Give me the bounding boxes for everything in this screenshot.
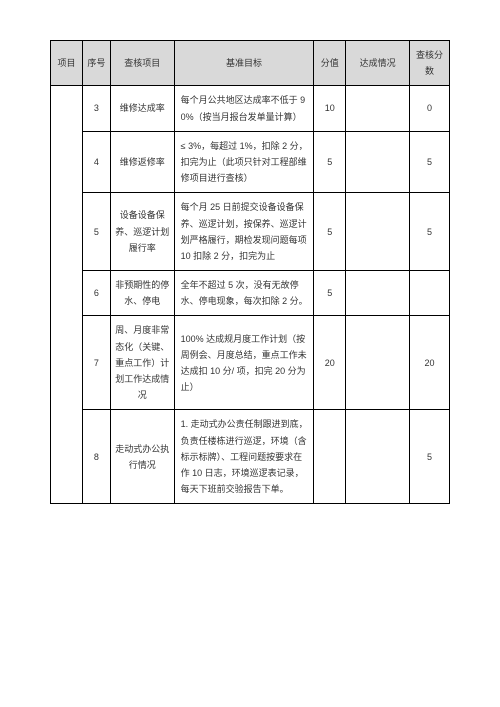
- cell-item: 设备设备保养、巡逻计划履行率: [110, 193, 174, 271]
- cell-num: 4: [82, 131, 110, 193]
- cell-score: [314, 410, 346, 504]
- header-status: 达成情况: [346, 41, 410, 86]
- cell-target: ≤ 3%，每超过 1%，扣除 2 分，扣完为止（此项只针对工程部维修项目进行查核…: [174, 131, 314, 193]
- cell-item: 维修达成率: [110, 86, 174, 131]
- cell-score: 10: [314, 86, 346, 131]
- cell-item: 非预期性的停水、停电: [110, 271, 174, 316]
- cell-num: 7: [82, 316, 110, 410]
- cell-num: 3: [82, 86, 110, 131]
- cell-target: 1. 走动式办公责任制跟进到底，负责任楼栋进行巡逻，环境（含标示标牌）、工程问题…: [174, 410, 314, 504]
- cell-item: 走动式办公执行情况: [110, 410, 174, 504]
- assessment-table: 项目 序号 查核项目 基准目标 分值 达成情况 查核分数 3 维修达成率 每个月…: [50, 40, 450, 504]
- table-header-row: 项目 序号 查核项目 基准目标 分值 达成情况 查核分数: [51, 41, 450, 86]
- cell-status: [346, 271, 410, 316]
- header-score: 分值: [314, 41, 346, 86]
- cell-score: 5: [314, 271, 346, 316]
- cell-check: 20: [410, 316, 450, 410]
- cell-status: [346, 86, 410, 131]
- header-num: 序号: [82, 41, 110, 86]
- cell-check: 5: [410, 131, 450, 193]
- cell-status: [346, 193, 410, 271]
- table-row: 7 周、月度非常态化（关键、重点工作）计划工作达成情况 100% 达成规月度工作…: [51, 316, 450, 410]
- cell-target: 每个月 25 日前提交设备设备保养、巡逻计划，按保养、巡逻计划严格履行，期检发现…: [174, 193, 314, 271]
- cell-status: [346, 316, 410, 410]
- cell-num: 8: [82, 410, 110, 504]
- table-row: 5 设备设备保养、巡逻计划履行率 每个月 25 日前提交设备设备保养、巡逻计划，…: [51, 193, 450, 271]
- header-check: 查核分数: [410, 41, 450, 86]
- project-cell: [51, 86, 83, 504]
- cell-status: [346, 410, 410, 504]
- cell-target: 100% 达成规月度工作计划（按周例会、月度总结，重点工作未达成扣 10 分/ …: [174, 316, 314, 410]
- header-target: 基准目标: [174, 41, 314, 86]
- table-row: 6 非预期性的停水、停电 全年不超过 5 次，没有无故停水、停电现象，每次扣除 …: [51, 271, 450, 316]
- cell-item: 维修返修率: [110, 131, 174, 193]
- table-row: 3 维修达成率 每个月公共地区达成率不低于 9 0%（按当月报台发单量计算） 1…: [51, 86, 450, 131]
- header-item: 查核项目: [110, 41, 174, 86]
- cell-check: 0: [410, 86, 450, 131]
- cell-check: [410, 271, 450, 316]
- header-project: 项目: [51, 41, 83, 86]
- table-row: 8 走动式办公执行情况 1. 走动式办公责任制跟进到底，负责任楼栋进行巡逻，环境…: [51, 410, 450, 504]
- cell-target: 全年不超过 5 次，没有无故停水、停电现象，每次扣除 2 分。: [174, 271, 314, 316]
- cell-check: 5: [410, 193, 450, 271]
- cell-score: 5: [314, 131, 346, 193]
- cell-item: 周、月度非常态化（关键、重点工作）计划工作达成情况: [110, 316, 174, 410]
- cell-score: 5: [314, 193, 346, 271]
- cell-check: 5: [410, 410, 450, 504]
- cell-status: [346, 131, 410, 193]
- table-row: 4 维修返修率 ≤ 3%，每超过 1%，扣除 2 分，扣完为止（此项只针对工程部…: [51, 131, 450, 193]
- cell-target: 每个月公共地区达成率不低于 9 0%（按当月报台发单量计算）: [174, 86, 314, 131]
- cell-num: 6: [82, 271, 110, 316]
- cell-num: 5: [82, 193, 110, 271]
- cell-score: 20: [314, 316, 346, 410]
